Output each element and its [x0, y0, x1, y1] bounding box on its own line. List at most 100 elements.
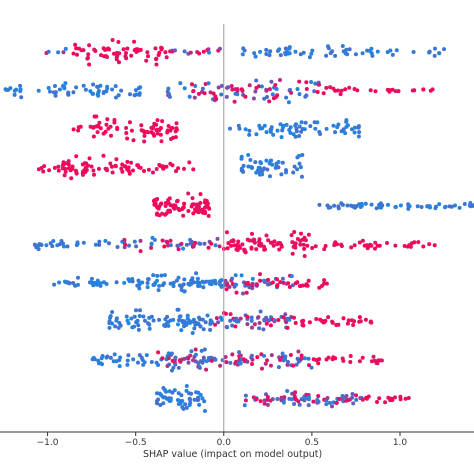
- shap-point: [462, 202, 467, 206]
- shap-point: [110, 170, 115, 175]
- shap-point: [188, 319, 193, 324]
- shap-point: [81, 48, 86, 53]
- shap-point: [174, 121, 179, 126]
- shap-point: [273, 83, 278, 87]
- shap-point: [280, 351, 285, 356]
- shap-point: [393, 89, 398, 94]
- shap-point: [171, 317, 176, 322]
- shap-point: [263, 247, 267, 252]
- shap-point: [52, 165, 57, 170]
- shap-point: [350, 392, 355, 396]
- shap-point: [182, 289, 187, 294]
- shap-point: [289, 90, 294, 95]
- feature-row-2: [3, 78, 435, 105]
- shap-point: [84, 168, 89, 172]
- shap-point: [44, 243, 49, 248]
- shap-point: [203, 320, 208, 325]
- shap-point: [240, 242, 245, 247]
- shap-point: [136, 327, 141, 332]
- shap-point: [430, 87, 435, 92]
- shap-point: [216, 320, 221, 325]
- shap-point: [98, 281, 103, 286]
- shap-point: [160, 356, 165, 361]
- shap-point: [259, 241, 264, 246]
- shap-point: [254, 78, 259, 83]
- shap-point: [297, 134, 302, 138]
- shap-point: [352, 130, 357, 135]
- shap-point: [377, 396, 382, 401]
- shap-point: [154, 62, 159, 67]
- shap-point: [288, 87, 292, 92]
- shap-point: [206, 81, 211, 86]
- shap-point: [190, 331, 195, 335]
- shap-point: [453, 203, 457, 208]
- x-tick-label: −0.5: [125, 438, 147, 448]
- shap-point: [104, 122, 109, 127]
- shap-point: [294, 362, 299, 367]
- feature-row-9: [90, 347, 384, 373]
- shap-point: [323, 244, 328, 248]
- shap-point: [293, 134, 298, 139]
- shap-point: [200, 86, 205, 91]
- shap-point: [292, 164, 297, 169]
- shap-point: [345, 321, 350, 326]
- shap-point: [318, 132, 323, 136]
- shap-point: [125, 159, 130, 164]
- shap-point: [266, 238, 271, 243]
- shap-point: [224, 360, 229, 365]
- shap-point: [192, 397, 197, 402]
- shap-point: [46, 49, 51, 54]
- shap-point: [42, 164, 47, 169]
- shap-point: [149, 245, 154, 250]
- shap-point: [415, 204, 420, 209]
- shap-point: [197, 317, 202, 322]
- shap-point: [153, 46, 158, 51]
- shap-point: [302, 254, 307, 258]
- shap-point: [63, 81, 68, 86]
- shap-point: [290, 283, 295, 288]
- shap-point: [168, 209, 173, 214]
- shap-point: [288, 125, 293, 130]
- shap-point: [354, 397, 359, 402]
- shap-point: [338, 92, 343, 97]
- shap-point: [198, 192, 203, 197]
- shap-point: [131, 357, 136, 362]
- shap-point: [184, 384, 189, 388]
- shap-point: [358, 319, 363, 324]
- shap-point: [213, 322, 218, 327]
- shap-point: [208, 327, 213, 332]
- shap-point: [357, 315, 362, 320]
- shap-point: [301, 283, 306, 288]
- shap-point: [306, 232, 311, 237]
- shap-point: [385, 241, 389, 245]
- shap-point: [192, 326, 197, 331]
- shap-point: [202, 399, 207, 404]
- shap-point: [360, 355, 365, 360]
- shap-point: [126, 321, 131, 326]
- shap-point: [264, 130, 269, 135]
- shap-point: [313, 244, 318, 249]
- shap-point: [237, 350, 241, 355]
- shap-point: [173, 204, 178, 209]
- shap-point: [275, 283, 280, 288]
- shap-point: [98, 283, 103, 288]
- shap-point: [202, 347, 207, 352]
- shap-point: [171, 280, 176, 285]
- shap-point: [164, 55, 169, 60]
- shap-point: [296, 399, 301, 404]
- shap-point: [117, 60, 121, 65]
- shap-point: [138, 165, 143, 170]
- shap-point: [213, 357, 218, 362]
- shap-point: [66, 162, 71, 167]
- shap-point: [324, 281, 329, 286]
- shap-point: [186, 209, 191, 213]
- shap-point: [278, 53, 283, 58]
- shap-point: [264, 321, 269, 326]
- shap-point: [121, 47, 126, 52]
- shap-point: [201, 285, 206, 290]
- shap-point: [52, 282, 57, 287]
- shap-point: [279, 135, 284, 140]
- shap-point: [205, 201, 210, 206]
- shap-point: [173, 355, 178, 360]
- shap-point: [108, 124, 113, 129]
